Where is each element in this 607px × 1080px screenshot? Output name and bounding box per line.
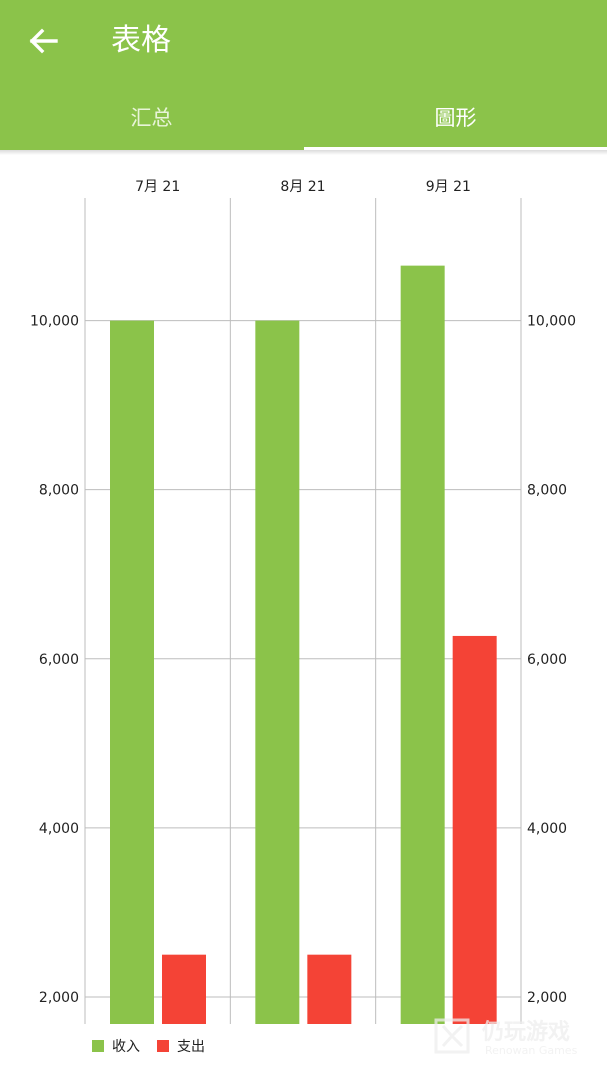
bar-chart: 2,000 2,000 4,000 4,000 6,000 6,000 8,000 8,000… (30, 179, 576, 1024)
app-bar: 表格 汇总 圖形 (0, 0, 607, 151)
tab-indicator (304, 147, 607, 151)
appbar-shadow (0, 150, 607, 155)
x-tick-label: 9月 21 (426, 179, 471, 195)
y-tick-label-right: 8,000 (527, 483, 567, 499)
legend-label-expense: 支出 (177, 1039, 205, 1055)
bar-income (255, 320, 300, 1024)
y-tick-label-right: 4,000 (527, 821, 567, 837)
back-button[interactable] (22, 24, 66, 58)
bar-expense (452, 635, 497, 1024)
y-tick-label-left: 6,000 (39, 652, 79, 668)
page-title: 表格 (111, 23, 171, 58)
x-tick-label: 8月 21 (280, 179, 325, 195)
x-tick-label: 7月 21 (135, 179, 180, 195)
watermark-logo-icon (434, 1018, 470, 1054)
tab-chart[interactable]: 圖形 (434, 106, 477, 130)
watermark-subtext: Renowan Games (485, 1044, 578, 1057)
bar-income (110, 320, 154, 1024)
arrow-left-icon (29, 28, 58, 54)
y-tick-label-right: 2,000 (527, 990, 567, 1006)
watermark: 仍玩游戏 Renowan Games (430, 1014, 600, 1062)
y-tick-label-left: 2,000 (39, 990, 79, 1006)
bar-expense (162, 954, 206, 1024)
legend-label-income: 收入 (112, 1039, 140, 1055)
bar-expense (307, 954, 352, 1024)
tab-summary[interactable]: 汇总 (130, 106, 173, 130)
bar-income (400, 265, 445, 1024)
legend-swatch-expense (157, 1040, 169, 1052)
legend-swatch-income (92, 1040, 104, 1052)
watermark-text: 仍玩游戏 (482, 1020, 571, 1045)
y-tick-label-left: 8,000 (39, 483, 79, 499)
y-tick-label-left: 4,000 (39, 821, 79, 837)
y-tick-label-right: 6,000 (527, 652, 567, 668)
y-tick-label-left: 10,000 (30, 314, 79, 330)
y-tick-label-right: 10,000 (527, 314, 576, 330)
chart-legend: 收入 支出 (92, 1036, 222, 1056)
